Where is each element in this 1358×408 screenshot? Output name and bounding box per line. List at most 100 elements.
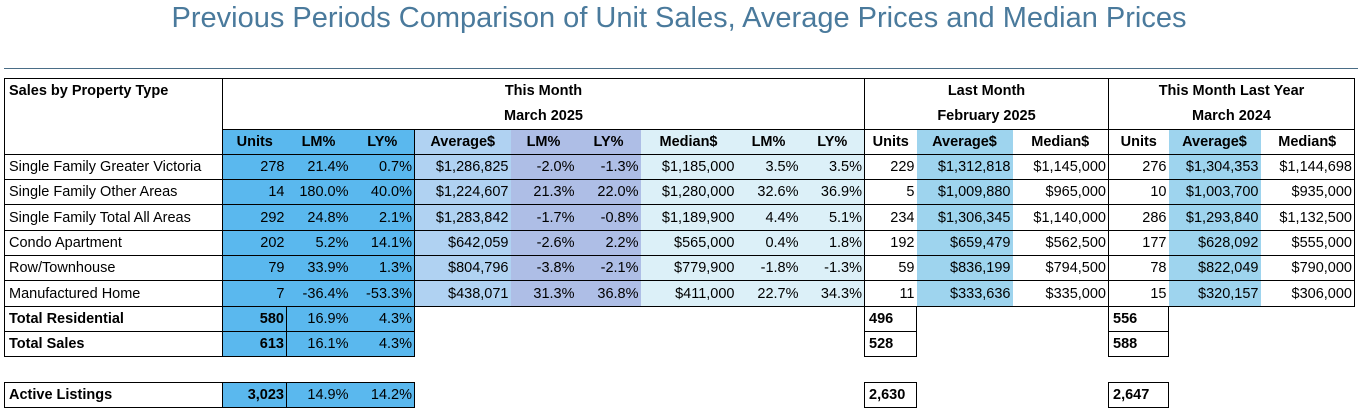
table-cell: $1,145,000 [1012,153,1109,180]
total-row: Total Residential 580 16.9% 4.3% 496 556 [4,305,1355,332]
column-header: Median$ [1260,128,1355,155]
total-lm: 14.9% [286,381,351,408]
empty-cell [917,331,1013,356]
table-cell: $1,140,000 [1012,204,1109,231]
table-cell: $565,000 [640,229,737,256]
total-ly: 4.3% [350,305,415,332]
this-month-date: March 2025 [222,103,865,130]
table-cell: 3.5% [800,153,865,180]
table-cell: 24.8% [286,204,351,231]
total-lm: 16.1% [286,330,351,358]
table-cell: 278 [222,153,287,180]
empty-cell [1169,331,1261,356]
table-cell: -53.3% [350,280,415,307]
column-header: Average$ [1168,128,1261,155]
table-row: Single Family Total All Areas 292 24.8% 2.1… [4,204,1355,231]
table-cell: $836,199 [916,255,1013,281]
table-cell: 11 [864,280,917,307]
empty-cell [1261,331,1355,356]
table-cell: 31.3% [510,280,577,307]
empty-cell [641,331,737,356]
table-row: Row/Townhouse 79 33.9% 1.3% $804,796 -3.8% -2.… [4,255,1355,281]
column-header: Median$ [640,128,737,155]
empty-cell [511,331,577,356]
empty-cell [641,382,737,407]
empty-cell [511,306,577,331]
row-label: Single Family Greater Victoria [4,153,223,180]
table-cell: 202 [222,229,287,256]
table-cell: $320,157 [1168,280,1261,307]
table-cell: 10 [1108,179,1169,205]
column-header: Units [864,128,917,155]
total-last-month-units: 2,630 [864,381,917,408]
table-cell: 59 [864,255,917,281]
column-header: LM% [286,128,351,155]
empty-cell [577,331,641,356]
table-cell: 4.4% [736,204,801,231]
table-cell: 5.2% [286,229,351,256]
row-label: Manufactured Home [4,280,223,307]
table-cell: 192 [864,229,917,256]
table-cell: 5.1% [800,204,865,231]
table-cell: $1,280,000 [640,179,737,205]
table-cell: 276 [1108,153,1169,180]
last-month-date: February 2025 [864,103,1109,130]
table-cell: 79 [222,255,287,281]
table-cell: 40.0% [350,179,415,205]
table-cell: 2.1% [350,204,415,231]
row-label: Single Family Other Areas [4,179,223,205]
empty-cell [737,331,801,356]
table-cell: $794,500 [1012,255,1109,281]
column-header: Units [222,128,287,155]
table-cell: $790,000 [1260,255,1355,281]
total-row: Active Listings 3,023 14.9% 14.2% 2,630 2,647 [4,381,1355,408]
table-row: Condo Apartment 202 5.2% 14.1% $642,059 -2.6%… [4,229,1355,256]
total-last-month-units: 528 [864,330,917,358]
table-cell: $1,003,700 [1168,179,1261,205]
total-row: Total Sales 613 16.1% 4.3% 528 588 [4,330,1355,358]
total-ly: 14.2% [350,381,415,408]
table-row: Single Family Other Areas 14 180.0% 40.0% $1… [4,179,1355,205]
empty-cell [1013,382,1109,407]
table-cell: -1.7% [510,204,577,231]
total-last-year-units: 2,647 [1108,381,1169,408]
table-cell: 177 [1108,229,1169,256]
table-cell: 2.2% [576,229,641,256]
column-header: LY% [800,128,865,155]
last-year-date: March 2024 [1108,103,1355,130]
table-cell: 32.6% [736,179,801,205]
table-cell: 3.5% [736,153,801,180]
table-cell: $1,144,698 [1260,153,1355,180]
table-cell: $965,000 [1012,179,1109,205]
table-cell: 1.8% [800,229,865,256]
this-month-header: This Month [222,77,865,104]
empty-cell [737,306,801,331]
table-cell: $779,900 [640,255,737,281]
table-cell: 14 [222,179,287,205]
table-cell: 21.3% [510,179,577,205]
last-month-header: Last Month [864,77,1109,104]
total-ly: 4.3% [350,330,415,358]
table-cell: $642,059 [414,229,511,256]
table-cell: $1,189,900 [640,204,737,231]
table-cell: $1,283,842 [414,204,511,231]
table-cell: 14.1% [350,229,415,256]
total-label: Total Residential [4,305,223,332]
table-cell: $1,306,345 [916,204,1013,231]
total-last-year-units: 588 [1108,330,1169,358]
empty-cell [917,382,1013,407]
table-cell: -1.3% [800,255,865,281]
table-cell: -2.0% [510,153,577,180]
table-row: Manufactured Home 7 -36.4% -53.3% $438,071 31… [4,280,1355,307]
table-cell: $822,049 [1168,255,1261,281]
empty-cell [801,382,865,407]
table-cell: $306,000 [1260,280,1355,307]
empty-cell [415,382,511,407]
total-units: 613 [222,330,287,358]
column-header: Median$ [1012,128,1109,155]
table-cell: $411,000 [640,280,737,307]
table-cell: 5 [864,179,917,205]
table-cell: $659,479 [916,229,1013,256]
table-cell: -2.6% [510,229,577,256]
empty-cell [1169,382,1261,407]
